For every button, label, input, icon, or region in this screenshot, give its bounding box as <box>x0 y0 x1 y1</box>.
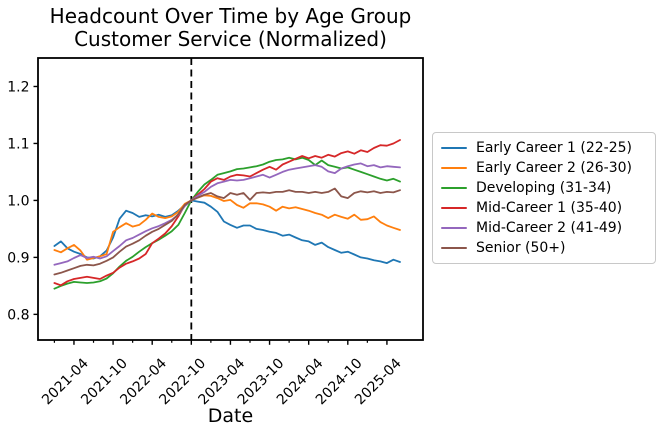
legend-label: Early Career 1 (22-25) <box>476 140 633 156</box>
legend-item: Mid-Career 2 (41-49) <box>441 218 647 238</box>
y-tick-label: 1.1 <box>7 136 29 152</box>
legend-line-swatch <box>441 206 467 210</box>
chart-subtitle: Customer Service (Normalized) <box>74 27 387 51</box>
legend-item: Developing (31-34) <box>441 178 647 198</box>
y-tick-label: 1.2 <box>7 79 29 95</box>
legend-label: Mid-Career 1 (35-40) <box>476 200 623 216</box>
chart-title: Headcount Over Time by Age Group <box>49 4 412 28</box>
y-tick-label: 0.8 <box>7 307 29 323</box>
legend-label: Early Career 2 (26-30) <box>476 160 633 176</box>
legend-line-swatch <box>441 166 467 170</box>
legend-label: Mid-Career 2 (41-49) <box>476 220 623 236</box>
series-line-senior-50 <box>53 187 401 276</box>
legend-item: Early Career 1 (22-25) <box>441 138 647 158</box>
legend-item: Early Career 2 (26-30) <box>441 158 647 178</box>
legend-line-swatch <box>441 246 467 250</box>
x-axis-label: Date <box>207 405 254 427</box>
legend-label: Developing (31-34) <box>476 180 612 196</box>
legend-item: Senior (50+) <box>441 238 647 258</box>
series-line-early-career-2-26-30 <box>53 194 401 261</box>
series-line-mid-career-1-35-40 <box>53 139 401 287</box>
series-line-early-career-1-22-25 <box>53 199 401 265</box>
y-tick-label: 0.9 <box>7 250 29 266</box>
legend-item: Mid-Career 1 (35-40) <box>441 198 647 218</box>
plot-frame <box>37 57 424 341</box>
y-tick-label: 1.0 <box>7 193 29 209</box>
legend-line-swatch <box>441 226 467 230</box>
legend: Early Career 1 (22-25) Early Career 2 (26… <box>432 132 656 264</box>
legend-line-swatch <box>441 186 467 190</box>
chart-title-block: Headcount Over Time by Age Group Custome… <box>38 5 423 51</box>
legend-line-swatch <box>441 146 467 150</box>
series-line-mid-career-2-41-49 <box>53 162 401 266</box>
legend-label: Senior (50+) <box>476 240 566 256</box>
